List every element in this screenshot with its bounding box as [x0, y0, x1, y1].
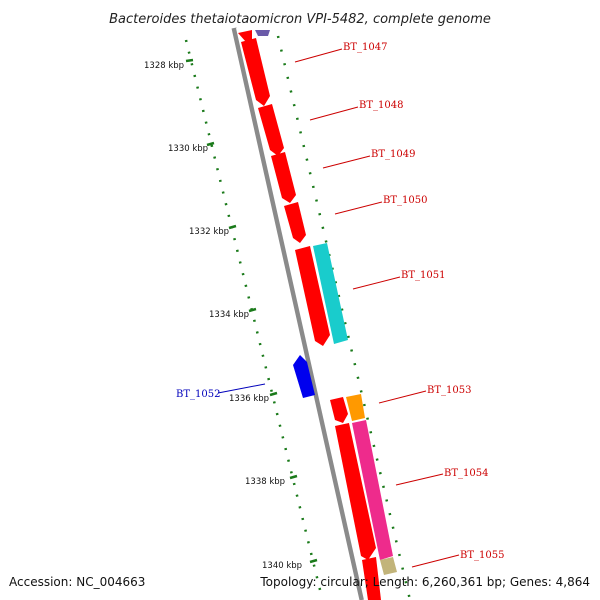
- gene-bt1054-red: [335, 423, 376, 560]
- leader-line: [352, 276, 401, 290]
- gene-bt1052-blue: [293, 355, 315, 398]
- gene-bt1051-red: [295, 246, 330, 346]
- scale-ruler: [184, 39, 324, 599]
- scale-label: 1334 kbp: [209, 310, 249, 320]
- outer-genes: [255, 30, 397, 575]
- major-tick: [309, 558, 318, 564]
- scale-label: 1338 kbp: [245, 477, 285, 487]
- gene-label-bt1052[interactable]: BT_1052: [176, 389, 220, 400]
- gene-label-bt1055[interactable]: BT_1055: [460, 550, 504, 561]
- major-tick: [248, 307, 257, 313]
- major-tick: [269, 391, 278, 397]
- gene-bt1049: [271, 152, 296, 203]
- gene-purple: [255, 30, 270, 36]
- leader-line: [322, 155, 371, 169]
- gene-bt1050: [284, 202, 306, 243]
- map-title: Bacteroides thetaiotaomicron VPI-5482, c…: [109, 12, 491, 27]
- accession-text: Accession: NC_004663: [9, 575, 145, 589]
- backbone-highlight: [236, 27, 366, 600]
- genome-summary-text: Topology: circular; Length: 6,260,361 bp…: [259, 575, 590, 589]
- gene-bt1048: [258, 104, 284, 156]
- gene-bt1047: [241, 38, 270, 106]
- gene-label-bt1050[interactable]: BT_1050: [383, 195, 427, 206]
- gene-label-bt1047[interactable]: BT_1047: [343, 42, 387, 53]
- major-tick: [206, 141, 215, 147]
- forward-genes: [238, 30, 381, 600]
- gene-label-bt1051[interactable]: BT_1051: [401, 270, 445, 281]
- leader-line: [309, 106, 359, 121]
- leader-line: [411, 554, 460, 568]
- gene-label-bt1053[interactable]: BT_1053: [427, 385, 471, 396]
- scale-label: 1340 kbp: [262, 561, 302, 571]
- major-tick: [289, 474, 298, 480]
- gene-arrow: [238, 30, 252, 42]
- gene-bt1053-red: [330, 397, 348, 423]
- scale-label: 1332 kbp: [189, 227, 229, 237]
- gene-bt1055-red: [362, 557, 381, 600]
- gene-bt1053-orange: [346, 394, 365, 421]
- leader-line: [217, 383, 266, 394]
- leader-line: [294, 48, 343, 63]
- leader-line: [334, 201, 383, 215]
- gene-bt1055-khaki: [380, 557, 397, 575]
- major-tick: [185, 58, 194, 63]
- gene-bt1054-pink: [352, 420, 393, 560]
- scale-label: 1328 kbp: [144, 61, 184, 71]
- leader-line: [378, 390, 427, 404]
- major-tick: [228, 224, 237, 230]
- gene-label-bt1054[interactable]: BT_1054: [444, 468, 488, 479]
- genome-backbone: [231, 27, 365, 600]
- gene-leaders: [217, 48, 460, 568]
- gene-label-bt1049[interactable]: BT_1049: [371, 149, 415, 160]
- scale-label: 1330 kbp: [168, 144, 208, 154]
- gene-label-bt1048[interactable]: BT_1048: [359, 100, 403, 111]
- gene-bt1051-cyan: [313, 243, 348, 344]
- scale-label: 1336 kbp: [229, 394, 269, 404]
- leader-line: [395, 473, 444, 486]
